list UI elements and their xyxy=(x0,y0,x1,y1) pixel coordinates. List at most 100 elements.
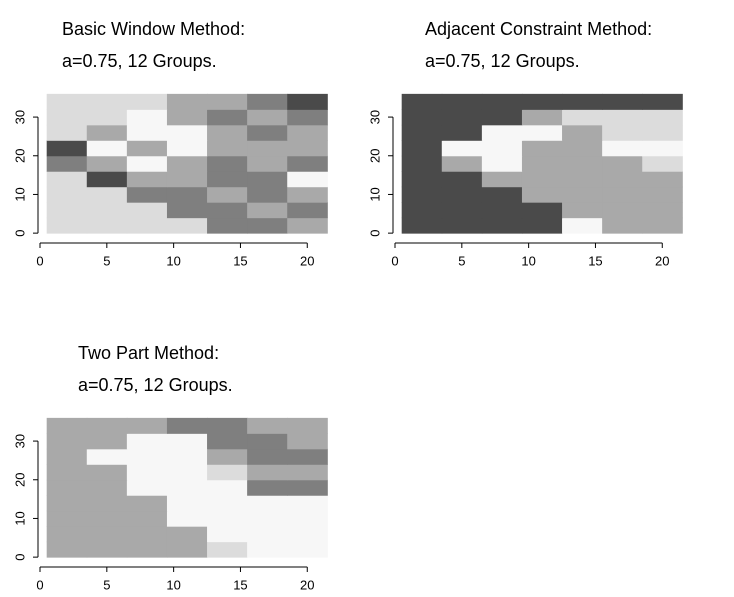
cell xyxy=(441,155,483,172)
cell xyxy=(247,464,288,481)
cell xyxy=(46,417,88,434)
cell xyxy=(207,448,248,465)
cell xyxy=(287,417,328,434)
cell xyxy=(247,124,288,141)
x-tick-label: 15 xyxy=(588,253,602,268)
cell xyxy=(86,202,128,219)
cell xyxy=(481,155,523,172)
cell xyxy=(562,217,603,234)
cell xyxy=(46,433,88,450)
cell xyxy=(247,479,288,496)
cell xyxy=(481,124,523,141)
cell xyxy=(126,202,168,219)
cell xyxy=(521,93,563,110)
cell xyxy=(166,526,208,543)
cell xyxy=(207,495,248,512)
cell xyxy=(441,171,483,188)
cell xyxy=(207,510,248,527)
cell xyxy=(287,124,328,141)
x-tick-label: 10 xyxy=(166,253,180,268)
cell xyxy=(207,541,248,558)
cell xyxy=(247,171,288,188)
panel-title: Basic Window Method: xyxy=(62,19,245,39)
y-tick-label: 10 xyxy=(12,511,27,525)
cell xyxy=(46,464,88,481)
cell xyxy=(207,479,248,496)
cell xyxy=(642,202,683,219)
cell xyxy=(481,202,523,219)
cell xyxy=(401,140,443,157)
cell xyxy=(287,171,328,188)
cell xyxy=(602,109,643,126)
cell xyxy=(602,140,643,157)
cell xyxy=(287,479,328,496)
x-tick-label: 10 xyxy=(521,253,535,268)
cell xyxy=(126,510,168,527)
cell xyxy=(46,495,88,512)
cell xyxy=(166,109,208,126)
cell xyxy=(481,186,523,203)
cell xyxy=(602,186,643,203)
x-tick-label: 5 xyxy=(458,253,465,268)
cell xyxy=(86,448,128,465)
x-tick-label: 10 xyxy=(166,577,180,592)
cell xyxy=(287,217,328,234)
x-tick-label: 5 xyxy=(103,253,110,268)
cell xyxy=(287,510,328,527)
cell xyxy=(46,155,88,172)
y-tick-label: 10 xyxy=(367,187,382,201)
cell xyxy=(287,541,328,558)
cell xyxy=(602,217,643,234)
cell xyxy=(441,186,483,203)
cell xyxy=(401,155,443,172)
cell xyxy=(247,541,288,558)
cell xyxy=(521,109,563,126)
cell xyxy=(126,448,168,465)
cell xyxy=(126,541,168,558)
cell xyxy=(642,171,683,188)
x-tick-label: 15 xyxy=(233,253,247,268)
cell xyxy=(166,464,208,481)
cell xyxy=(126,526,168,543)
cell xyxy=(126,433,168,450)
cell xyxy=(46,510,88,527)
y-tick-label: 30 xyxy=(367,110,382,124)
cell xyxy=(287,495,328,512)
cell xyxy=(207,109,248,126)
cell xyxy=(247,140,288,157)
cell xyxy=(247,93,288,110)
cell xyxy=(86,171,128,188)
y-tick-label: 0 xyxy=(12,554,27,561)
y-tick-label: 10 xyxy=(12,187,27,201)
cell xyxy=(46,186,88,203)
cell xyxy=(481,140,523,157)
x-tick-label: 20 xyxy=(655,253,669,268)
x-tick-label: 20 xyxy=(300,253,314,268)
cell xyxy=(46,202,88,219)
panel-subtitle: a=0.75, 12 Groups. xyxy=(62,51,217,71)
cell xyxy=(207,140,248,157)
cell xyxy=(166,417,208,434)
cell xyxy=(287,93,328,110)
cell xyxy=(46,124,88,141)
cell xyxy=(642,109,683,126)
cell xyxy=(86,541,128,558)
cell xyxy=(562,186,603,203)
cell xyxy=(401,202,443,219)
cell xyxy=(126,495,168,512)
cell xyxy=(642,155,683,172)
cell xyxy=(247,495,288,512)
cell xyxy=(401,109,443,126)
cell xyxy=(247,417,288,434)
cell xyxy=(247,186,288,203)
cell xyxy=(481,109,523,126)
cell xyxy=(166,448,208,465)
cell xyxy=(562,202,603,219)
cell xyxy=(602,93,643,110)
cell xyxy=(401,217,443,234)
cell xyxy=(166,202,208,219)
cell xyxy=(562,93,603,110)
cell xyxy=(521,186,563,203)
cell xyxy=(46,526,88,543)
cell xyxy=(126,464,168,481)
